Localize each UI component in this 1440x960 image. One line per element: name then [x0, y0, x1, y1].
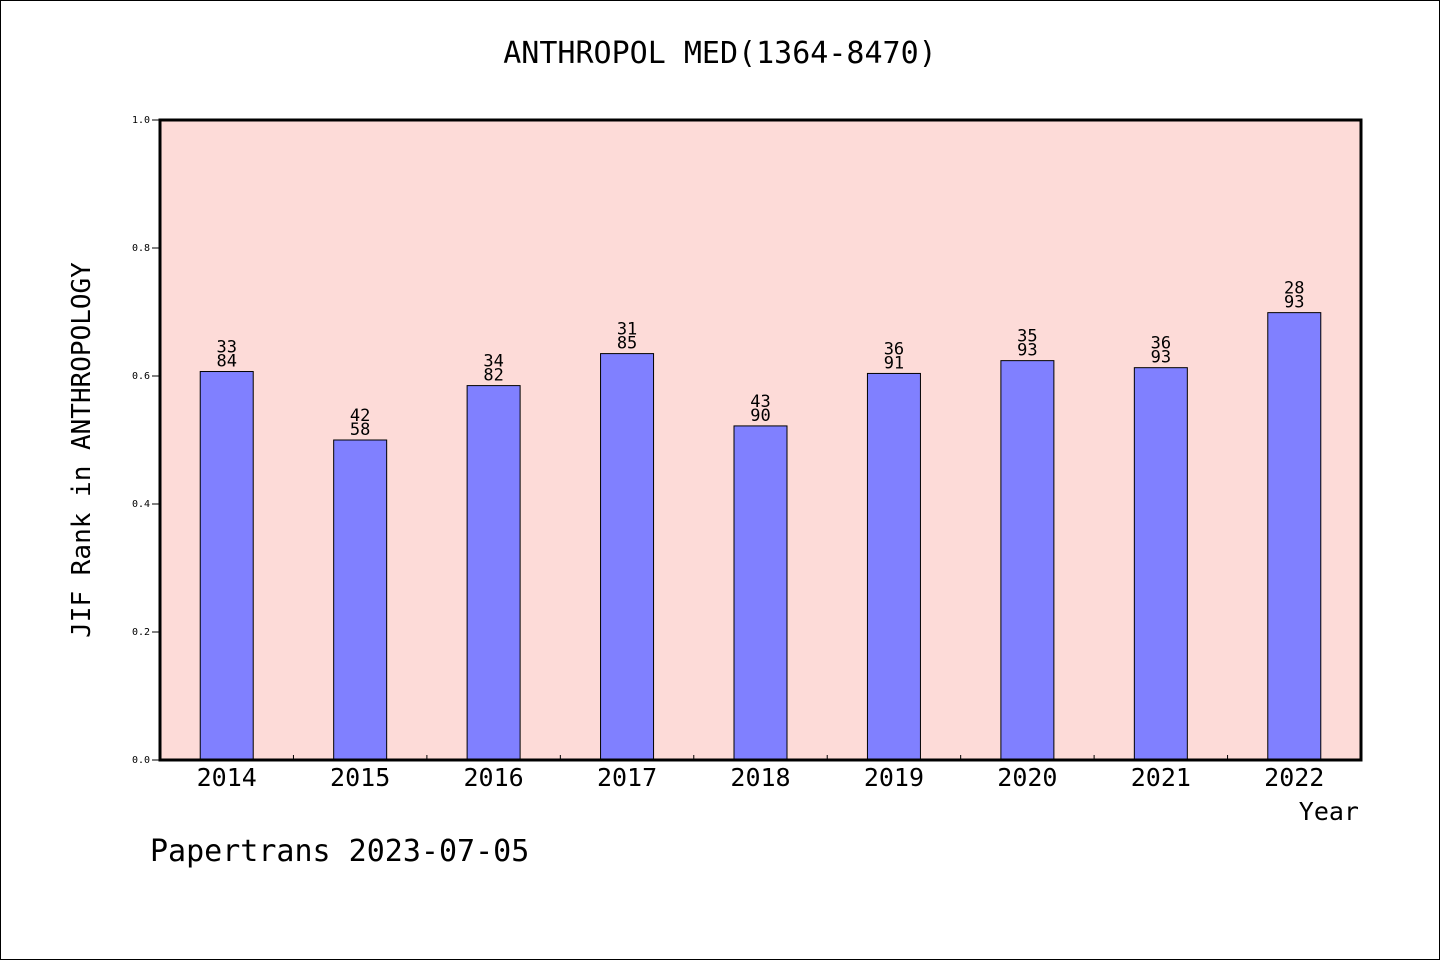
y-tick-label: 0.2 — [132, 627, 150, 638]
bar-2019 — [866, 372, 921, 761]
bar-label-bottom: 93 — [1017, 341, 1037, 361]
bar-label-top: 31 — [617, 320, 637, 340]
bar-label-bottom: 85 — [617, 334, 637, 354]
y-tick-label: 0.8 — [132, 243, 150, 254]
x-tick-label: 2020 — [997, 763, 1057, 792]
plot-border — [158, 118, 1363, 762]
y-tick-label: 1.0 — [132, 115, 150, 126]
bar-label-top: 34 — [483, 352, 503, 372]
bar-label-top: 43 — [750, 392, 770, 412]
y-axis-label: JIF Rank in ANTHROPOLOGY — [67, 262, 97, 638]
bar-label-bottom: 93 — [1151, 348, 1171, 368]
bar-label-bottom: 58 — [350, 420, 370, 440]
bar-2017 — [600, 353, 655, 761]
bar-label-bottom: 84 — [216, 352, 236, 372]
bar-label-bottom: 82 — [483, 366, 503, 386]
footer-credit: Papertrans 2023-07-05 — [150, 834, 530, 869]
bar-2020 — [1000, 360, 1055, 761]
bar-2014 — [199, 371, 254, 761]
bar-2022 — [1267, 312, 1322, 761]
bar-label-top: 42 — [350, 406, 370, 426]
bar-2015 — [333, 439, 388, 761]
bar-2018 — [733, 425, 788, 761]
x-tick-label: 2018 — [730, 763, 790, 792]
bar-2021 — [1133, 367, 1188, 761]
x-tick-label: 2017 — [597, 763, 657, 792]
y-tick-label: 0.6 — [132, 371, 150, 382]
bar-label-top: 28 — [1284, 279, 1304, 299]
bar-label-top: 36 — [884, 339, 904, 359]
bar-label-bottom: 91 — [884, 353, 904, 373]
bar-label-top: 33 — [216, 338, 236, 358]
x-tick-label: 2016 — [464, 763, 524, 792]
bar-label-top: 36 — [1151, 334, 1171, 354]
y-tick-label: 0.0 — [132, 755, 150, 766]
x-tick-label: 2015 — [330, 763, 390, 792]
x-tick-label: 2019 — [864, 763, 924, 792]
bar-label-bottom: 93 — [1284, 293, 1304, 313]
x-tick-label: 2022 — [1264, 763, 1324, 792]
bar-label-top: 35 — [1017, 327, 1037, 347]
x-axis-label: Year — [1299, 797, 1359, 826]
bar-2016 — [466, 385, 521, 761]
chart-title: ANTHROPOL MED(1364-8470) — [503, 36, 937, 71]
x-tick-label: 2014 — [197, 763, 257, 792]
x-tick-label: 2021 — [1131, 763, 1191, 792]
bar-label-bottom: 90 — [750, 406, 770, 426]
y-tick-label: 0.4 — [132, 499, 150, 510]
